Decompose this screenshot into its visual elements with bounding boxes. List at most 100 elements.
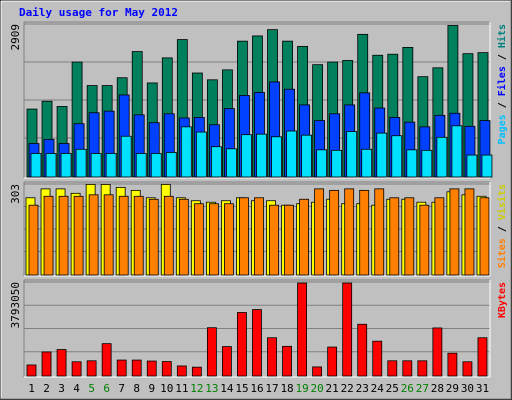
bar-pages-day-30 [466, 154, 478, 178]
bar-pages-day-21 [331, 149, 343, 178]
bar-pages-day-11 [180, 126, 192, 178]
bar-sites-day-18 [284, 204, 294, 276]
chart-title: Daily usage for May 2012 [19, 6, 178, 19]
bar-kbytes-day-22 [342, 282, 353, 377]
bar-pages-day-13 [210, 146, 222, 178]
bar-sites-day-19 [299, 198, 309, 276]
bar-kbytes-day-14 [222, 346, 232, 377]
x-tick-day-13: 13 [205, 382, 218, 395]
bar-pages-day-29 [451, 125, 463, 178]
bar-kbytes-day-18 [282, 345, 292, 377]
x-tick-day-14: 14 [220, 382, 234, 395]
x-tick-day-20: 20 [311, 382, 324, 395]
x-tick-day-10: 10 [160, 382, 173, 395]
x-tick-day-9: 9 [148, 382, 155, 395]
x-tick-day-16: 16 [250, 382, 263, 395]
legend-separator: / [497, 220, 508, 238]
sites-visits-panel-legend: Sites / Visits [496, 184, 508, 268]
x-tick-day-17: 17 [265, 382, 278, 395]
x-tick-day-21: 21 [326, 382, 339, 395]
x-tick-day-19: 19 [295, 382, 308, 395]
legend-separator: / [497, 48, 508, 66]
hits-files-pages-panel: 2909 Pages / Files / Hits [9, 21, 508, 179]
bar-kbytes-day-9 [146, 360, 157, 377]
bar-sites-day-21 [329, 189, 340, 276]
bar-sites-day-16 [254, 197, 264, 276]
x-tick-day-12: 12 [190, 382, 203, 395]
legend-visits: Visits [496, 184, 508, 220]
bar-pages-day-23 [361, 148, 373, 178]
bar-pages-day-4 [75, 148, 87, 178]
legend-separator: / [497, 96, 508, 114]
bar-kbytes-day-20 [312, 366, 323, 377]
kbytes-panel: 3793050 KBytes [9, 279, 508, 378]
x-tick-day-29: 29 [446, 382, 459, 395]
bar-kbytes-day-19 [297, 282, 307, 377]
bar-kbytes-day-6 [101, 343, 112, 377]
x-tick-day-1: 1 [28, 382, 35, 395]
x-tick-day-26: 26 [401, 382, 414, 395]
bar-pages-day-27 [421, 149, 433, 178]
bar-kbytes-day-23 [357, 323, 368, 377]
bar-kbytes-day-16 [252, 309, 262, 377]
bar-pages-day-3 [60, 153, 72, 178]
bar-kbytes-day-4 [71, 361, 82, 377]
bar-kbytes-day-13 [206, 327, 217, 377]
x-tick-day-31: 31 [476, 382, 489, 395]
bar-sites-day-22 [344, 188, 355, 276]
bar-sites-day-13 [208, 203, 219, 276]
legend-files: Files [496, 66, 508, 96]
bar-pages-day-5 [90, 153, 102, 178]
bar-sites-day-9 [148, 198, 159, 276]
kbytes-panel-ymax-label: 3793050 [9, 282, 22, 328]
bar-pages-day-15 [241, 134, 252, 178]
bar-kbytes-day-28 [432, 327, 443, 377]
bar-pages-day-12 [195, 131, 207, 178]
bar-kbytes-day-31 [477, 337, 488, 377]
bar-sites-day-27 [419, 204, 430, 276]
bar-kbytes-day-15 [237, 312, 247, 377]
bar-sites-day-12 [193, 203, 204, 276]
bar-kbytes-day-10 [161, 361, 172, 377]
bar-sites-day-7 [118, 195, 129, 276]
bar-kbytes-day-26 [402, 360, 413, 377]
bar-kbytes-day-5 [86, 360, 97, 377]
bar-sites-day-23 [359, 189, 370, 276]
bar-kbytes-day-3 [56, 349, 67, 377]
bar-pages-day-22 [346, 131, 358, 178]
bar-sites-day-2 [43, 195, 54, 276]
bar-kbytes-day-1 [26, 364, 37, 377]
hits-files-pages-panel-legend: Pages / Files / Hits [496, 24, 508, 144]
bar-kbytes-day-12 [191, 366, 202, 377]
bar-sites-day-17 [269, 204, 279, 276]
bar-kbytes-day-11 [176, 365, 187, 377]
x-tick-day-24: 24 [371, 382, 385, 395]
legend-kbytes: KBytes [497, 282, 508, 318]
bar-sites-day-29 [449, 188, 460, 276]
bar-pages-day-16 [256, 133, 267, 178]
x-tick-day-4: 4 [73, 382, 80, 395]
bar-pages-day-26 [406, 149, 418, 178]
legend-sites: Sites [496, 238, 508, 268]
x-tick-day-22: 22 [341, 382, 354, 395]
bar-pages-day-8 [135, 153, 147, 178]
bar-pages-day-19 [301, 134, 312, 178]
bar-sites-day-28 [434, 197, 445, 276]
x-tick-day-15: 15 [235, 382, 248, 395]
bar-sites-day-14 [224, 203, 234, 276]
bar-kbytes-day-27 [417, 360, 428, 377]
bar-pages-day-10 [165, 152, 177, 178]
x-tick-day-2: 2 [43, 382, 50, 395]
bar-sites-day-20 [314, 188, 325, 276]
x-tick-day-30: 30 [461, 382, 474, 395]
bar-sites-day-11 [178, 198, 189, 276]
bar-sites-day-8 [133, 195, 144, 276]
sites-visits-panel-ymax-label: 303 [9, 184, 22, 204]
bar-pages-day-6 [105, 153, 117, 178]
bar-sites-day-3 [58, 195, 69, 276]
legend-hits: Hits [496, 24, 508, 48]
x-tick-day-23: 23 [356, 382, 369, 395]
bar-kbytes-day-21 [327, 346, 338, 377]
hits-files-pages-panel-ymax-label: 2909 [9, 24, 22, 51]
